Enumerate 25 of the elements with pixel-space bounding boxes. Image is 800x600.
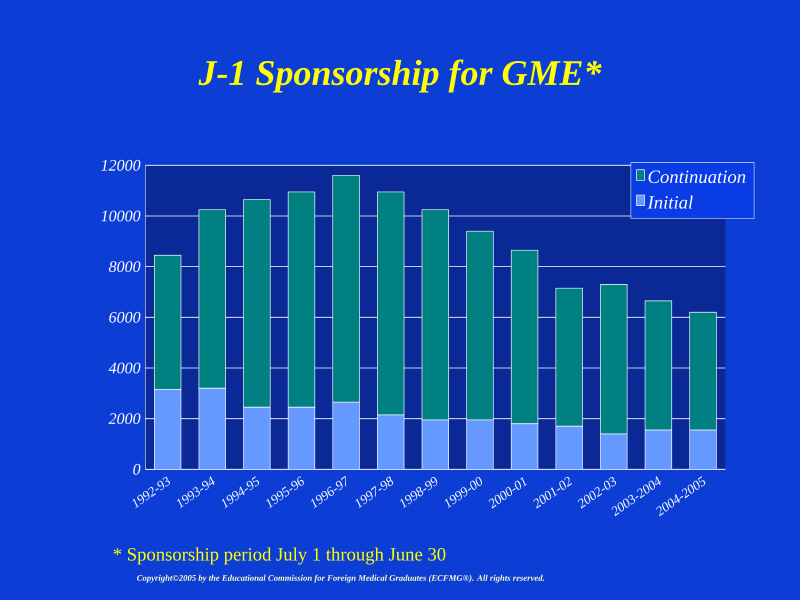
text: Copyright©2005 by the Educational Commission for Foreign Medical Graduates (ECFMG®). All rights reserved.: [137, 574, 544, 583]
bar: [510, 423, 538, 470]
bar: [377, 414, 404, 470]
y-tick-label: 2000: [108, 413, 140, 424]
bar: [243, 406, 271, 470]
bar: [154, 389, 182, 470]
bar: [689, 430, 717, 470]
bar: [466, 420, 494, 470]
y-tick-label: 6000: [109, 312, 140, 323]
chart-title: J-1 Sponsorship for GME*: [198, 59, 602, 93]
bar: [332, 402, 360, 470]
text: * Sponsorship period July 1 through June 30: [114, 547, 446, 564]
y-tick-label: 10000: [101, 210, 140, 222]
bar: [600, 434, 628, 470]
y-tick-label: 8000: [108, 261, 140, 272]
bar: [198, 388, 226, 470]
legend-label: Initial: [647, 196, 693, 209]
bar: [288, 406, 316, 470]
bar: [644, 430, 672, 470]
y-tick-label: 4000: [108, 362, 140, 374]
legend-label: Continuation: [648, 170, 746, 184]
bar: [422, 420, 450, 470]
y-tick-label: 12000: [101, 160, 140, 171]
y-tick-label: 0: [133, 464, 140, 475]
bar: [556, 426, 583, 470]
